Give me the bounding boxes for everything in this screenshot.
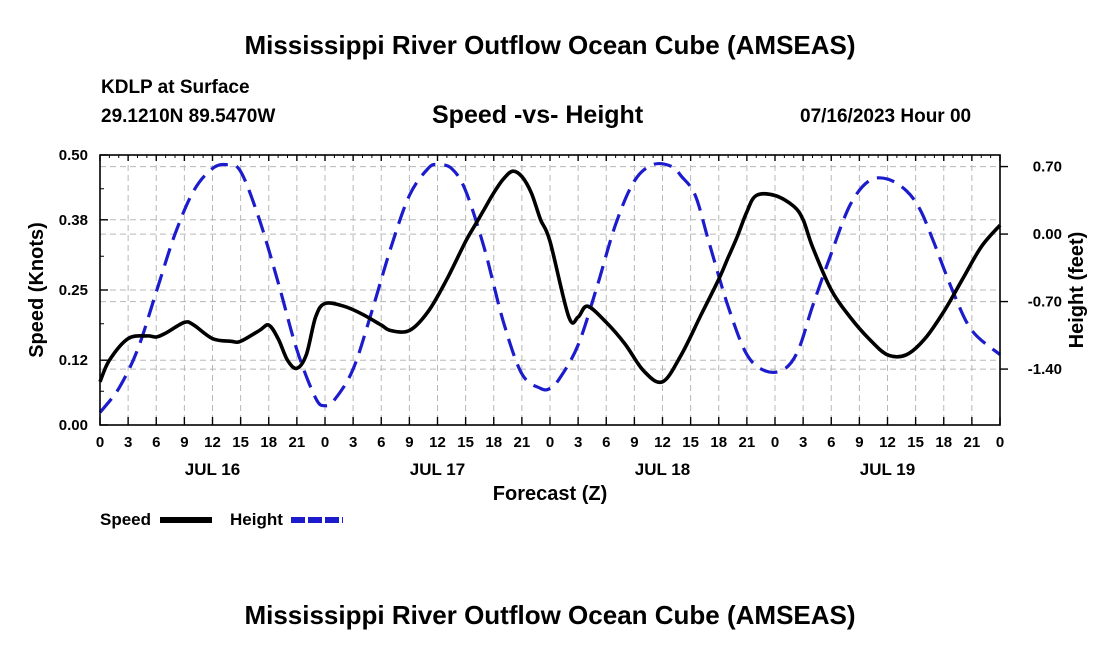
- x-tick-label: 12: [429, 434, 446, 451]
- x-tick-label: 9: [180, 434, 188, 451]
- x-tick-label: 12: [204, 434, 221, 451]
- y2-tick-label: 0.00: [1033, 226, 1062, 243]
- day-label: JUL 18: [635, 460, 690, 479]
- y-tick-label: 0.25: [59, 282, 88, 299]
- x-tick-label: 18: [260, 434, 277, 451]
- x-tick-label: 0: [96, 434, 104, 451]
- chart-subtitle: Speed -vs- Height: [432, 101, 644, 129]
- height-series-line: [98, 162, 1002, 414]
- x-tick-label: 3: [574, 434, 582, 451]
- y2-tick-label: 0.70: [1033, 159, 1062, 176]
- series-lines: [98, 162, 1002, 414]
- x-tick-label: 12: [654, 434, 671, 451]
- x-tick-label: 21: [739, 434, 756, 451]
- x-tick-label: 21: [964, 434, 981, 451]
- y-axis-label: Speed (Knots): [26, 222, 48, 358]
- x-tick-label: 9: [630, 434, 638, 451]
- x-tick-label: 3: [124, 434, 132, 451]
- y-tick-label: 0.50: [59, 147, 88, 164]
- x-tick-label: 15: [682, 434, 699, 451]
- y-tick-label: 0.12: [59, 352, 88, 369]
- x-tick-label: 0: [546, 434, 554, 451]
- x-tick-label: 15: [907, 434, 924, 451]
- footer-title: Mississippi River Outflow Ocean Cube (AM…: [244, 600, 856, 630]
- x-tick-label: 18: [935, 434, 952, 451]
- x-tick-label: 6: [377, 434, 385, 451]
- x-tick-label: 15: [232, 434, 249, 451]
- y2-axis-label: Height (feet): [1066, 232, 1088, 349]
- x-tick-label: 12: [879, 434, 896, 451]
- x-tick-label: 6: [152, 434, 160, 451]
- y-tick-label: 0.00: [59, 417, 88, 434]
- x-tick-label: 9: [405, 434, 413, 451]
- chart-title: Mississippi River Outflow Ocean Cube (AM…: [244, 30, 856, 60]
- x-tick-label: 3: [799, 434, 807, 451]
- y-tick-label: 0.38: [59, 212, 88, 229]
- x-tick-label: 6: [602, 434, 610, 451]
- grid-lines: [100, 155, 1000, 425]
- forecast-date: 07/16/2023 Hour 00: [800, 106, 972, 127]
- day-label: JUL 19: [860, 460, 915, 479]
- day-label: JUL 17: [410, 460, 465, 479]
- legend-speed-label: Speed: [100, 510, 151, 529]
- x-tick-label: 0: [771, 434, 779, 451]
- x-tick-label: 18: [710, 434, 727, 451]
- x-tick-label: 18: [485, 434, 502, 451]
- x-tick-label: 21: [289, 434, 306, 451]
- x-tick-label: 6: [827, 434, 835, 451]
- x-tick-label: 9: [855, 434, 863, 451]
- station-coords: 29.1210N 89.5470W: [101, 106, 276, 127]
- x-tick-label: 3: [349, 434, 357, 451]
- station-label: KDLP at Surface: [101, 77, 250, 98]
- x-tick-label: 15: [457, 434, 474, 451]
- x-tick-label: 0: [996, 434, 1004, 451]
- speed-series-line: [98, 169, 1002, 385]
- y2-tick-label: -1.40: [1028, 361, 1062, 378]
- legend-height-label: Height: [230, 510, 283, 529]
- x-axis-label: Forecast (Z): [493, 483, 607, 505]
- day-label: JUL 16: [185, 460, 240, 479]
- x-tick-label: 0: [321, 434, 329, 451]
- x-tick-label: 21: [514, 434, 531, 451]
- axes: 0 3 6 9 12 15 18 21 0 3 6 9 12 15 18 21 0 3 6 9 12 15 18 21 0 3 6 9…: [59, 147, 1062, 479]
- y2-tick-label: -0.70: [1028, 294, 1062, 311]
